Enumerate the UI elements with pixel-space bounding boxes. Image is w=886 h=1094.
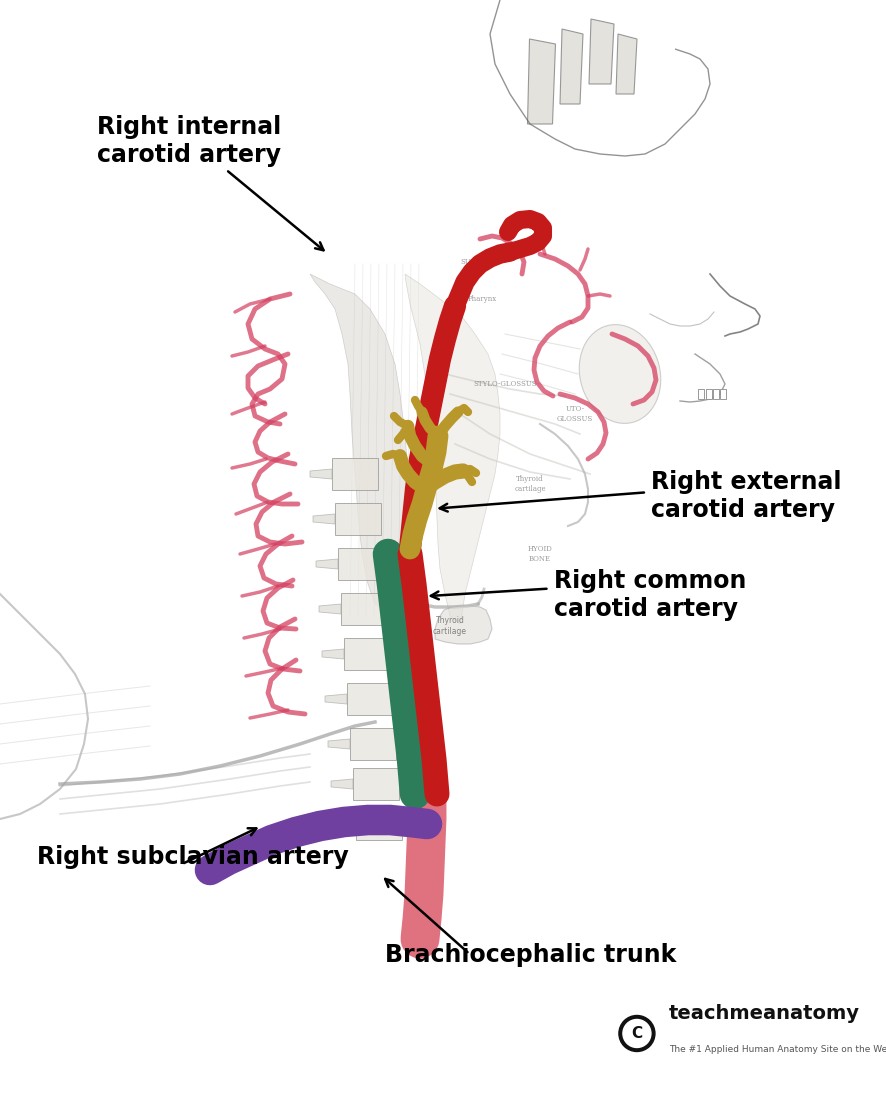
Polygon shape [334,819,356,829]
Polygon shape [310,469,332,479]
Polygon shape [341,593,387,625]
Polygon shape [344,638,390,670]
Polygon shape [322,649,344,659]
Polygon shape [527,39,556,124]
Polygon shape [435,606,492,644]
Text: HYOID
BONE: HYOID BONE [528,546,552,562]
Polygon shape [325,694,347,705]
Polygon shape [706,389,712,399]
Polygon shape [616,34,637,94]
Polygon shape [720,389,726,399]
Text: Pharynx: Pharynx [468,295,497,303]
Polygon shape [698,389,704,399]
Circle shape [623,1020,651,1047]
Polygon shape [335,503,381,535]
Text: Thyroid
cartilage: Thyroid cartilage [514,476,546,492]
Text: UTO-
GLOSSUS: UTO- GLOSSUS [557,406,593,422]
Text: Brachiocephalic trunk: Brachiocephalic trunk [385,943,677,967]
Polygon shape [353,768,399,800]
Text: teachmeanatomy: teachmeanatomy [669,1004,860,1024]
Polygon shape [328,740,350,749]
Ellipse shape [579,325,661,423]
Polygon shape [405,274,500,624]
Polygon shape [331,779,353,789]
Text: Right common
carotid artery: Right common carotid artery [554,569,746,620]
Polygon shape [350,728,396,760]
Polygon shape [338,548,384,580]
Polygon shape [560,30,583,104]
Polygon shape [589,19,614,84]
Text: Right external
carotid artery: Right external carotid artery [651,470,842,522]
Text: STYLO-GLOSSUS: STYLO-GLOSSUS [473,380,537,388]
Polygon shape [313,514,335,524]
Polygon shape [316,559,338,569]
Text: SUPERIOR: SUPERIOR [461,258,500,266]
Polygon shape [713,389,719,399]
Text: The #1 Applied Human Anatomy Site on the Web.: The #1 Applied Human Anatomy Site on the… [669,1046,886,1055]
Text: Thyroid
cartilage: Thyroid cartilage [433,616,467,636]
Polygon shape [356,808,402,840]
Polygon shape [347,683,393,715]
Text: Right internal
carotid artery: Right internal carotid artery [97,115,282,166]
Polygon shape [310,274,408,614]
Circle shape [619,1015,655,1051]
Text: C: C [632,1026,642,1041]
Polygon shape [332,458,378,490]
Text: Right subclavian artery: Right subclavian artery [37,845,349,869]
Polygon shape [319,604,341,614]
